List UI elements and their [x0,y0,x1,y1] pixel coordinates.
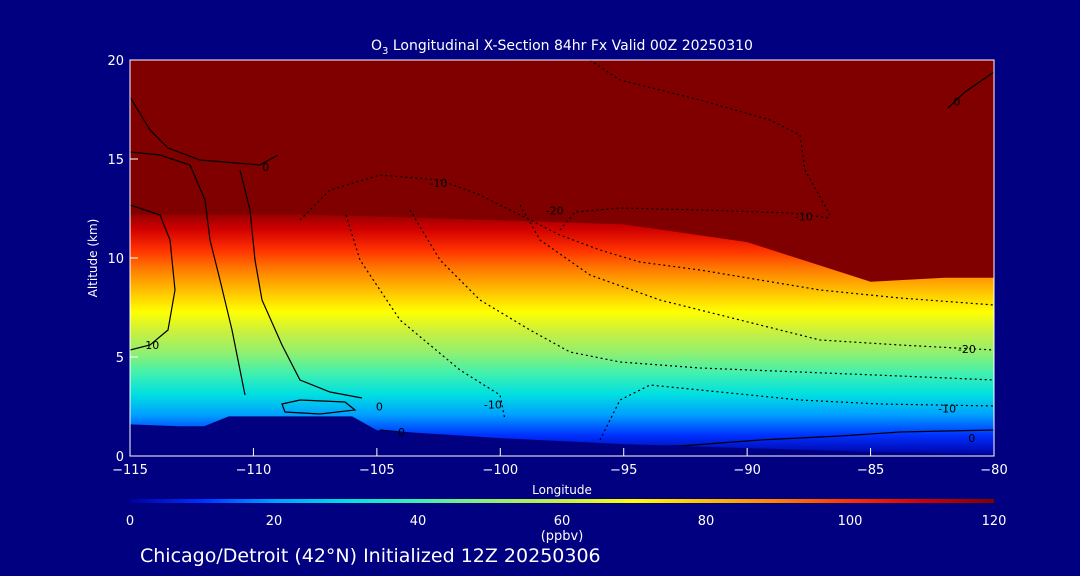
colorbar-tick-label: 20 [266,514,283,529]
contour-label: 0 [376,401,383,414]
colorbar-tick-label: 120 [982,514,1007,529]
contour-line-10 [130,204,176,351]
y-axis-label: Altitude (km) [86,219,100,298]
x-tick-label: −85 [857,463,884,478]
contour-dotted-6 [559,207,831,231]
terrain-mask [130,416,994,456]
contour-line-0b [239,169,363,399]
contour-label: -10 [795,210,813,223]
x-tick-label: −95 [610,463,637,478]
y-tick-label: 0 [116,450,124,465]
y-tick-label: 20 [107,54,124,69]
colorbar-ticks: 0 20 40 60 80 100 120 [126,514,1007,529]
colorbar-label: (ppbv) [541,529,584,544]
x-tick-label: −90 [733,463,760,478]
y-tick-label: 10 [107,252,124,267]
contour-label: -20 [958,343,976,356]
contour-dotted-4 [519,204,994,351]
contour-label: -10 [938,402,956,415]
x-tick-label: −105 [359,463,395,478]
contour-dotted-3 [409,209,994,381]
contour-label: 0 [968,432,975,445]
colorbar-tick-label: 40 [410,514,427,529]
contour-label: -10 [430,177,448,190]
contour-dotted-7 [589,60,831,216]
colorbar [130,499,994,503]
contour-line-0 [130,151,246,396]
plot-area [130,60,994,456]
colorbar-tick-label: 80 [698,514,715,529]
colorbar-tick-label: 60 [554,514,571,529]
x-tick-label: −80 [980,463,1007,478]
x-axis-ticks: −115 −110 −105 −100 −95 −90 −85 −80 [112,448,1008,478]
contour-label: -20 [546,204,564,217]
contour-lines-negative [299,60,994,441]
contour-label: 0 [953,96,960,109]
contour-label: 10 [145,339,159,352]
contour-label: 0 [262,161,269,174]
y-axis-ticks: 0 5 10 15 20 [107,54,138,465]
contour-label: 0 [398,426,405,439]
contour-line-ne [947,71,994,109]
contour-label: -10 [484,399,502,412]
contour-labels: 0 10 -10 -20 -10 -10 0 0 -20 -10 0 0 [145,96,976,446]
colorbar-tick-label: 0 [126,514,134,529]
x-tick-label: −115 [112,463,148,478]
x-tick-label: −110 [236,463,272,478]
x-tick-label: −100 [482,463,518,478]
y-tick-label: 15 [107,153,124,168]
colorbar-tick-label: 100 [838,514,863,529]
chart-title: O3 Longitudinal X-Section 84hr Fx Valid … [371,38,753,57]
y-tick-label: 5 [116,351,124,366]
x-axis-label: Longitude [532,483,592,497]
contour-loop-small [281,399,357,415]
footer-caption: Chicago/Detroit (42°N) Initialized 12Z 2… [140,545,601,567]
contour-line-top [130,96,279,166]
